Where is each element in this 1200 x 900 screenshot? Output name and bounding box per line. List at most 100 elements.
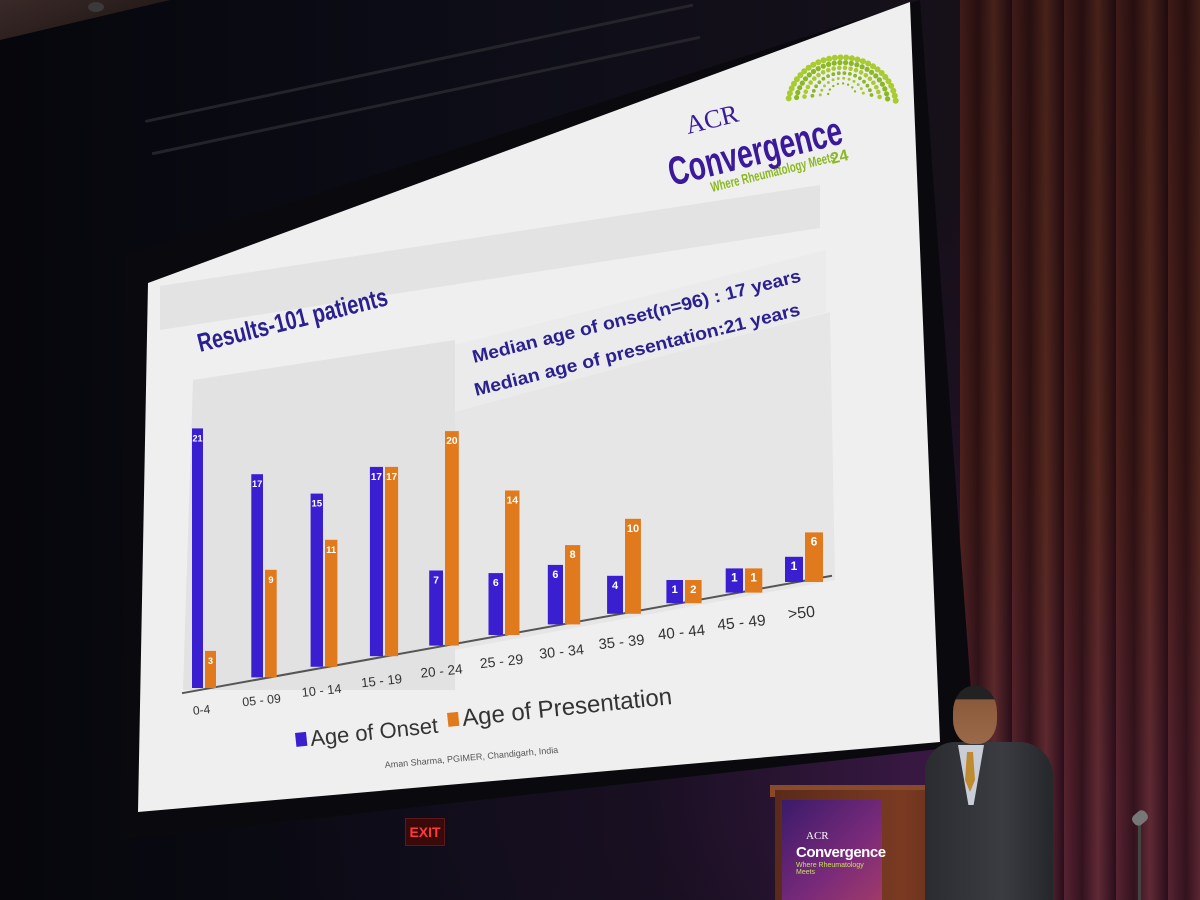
- logo-dot: [797, 72, 804, 79]
- logo-dot: [869, 93, 874, 97]
- bar-presentation-3: [385, 466, 399, 657]
- logo-dot: [806, 72, 812, 78]
- logo-dot: [870, 63, 876, 70]
- bar-onset-8: [666, 580, 683, 604]
- logo-dot: [848, 72, 852, 76]
- logo-dot: [848, 55, 855, 62]
- bar-onset-6: [547, 564, 563, 625]
- bar-onset-1: [251, 474, 263, 678]
- logo-dot: [827, 92, 830, 96]
- median-box: [455, 250, 826, 412]
- logo-dot: [791, 80, 797, 87]
- logo-dot: [802, 94, 807, 99]
- logo-dot: [848, 66, 853, 71]
- logo-dot: [831, 78, 835, 82]
- bar-presentation-5: [505, 490, 520, 635]
- logo-dot: [820, 70, 826, 75]
- logo-dot: [842, 65, 848, 71]
- logo-dot: [864, 66, 870, 72]
- logo-dot: [854, 56, 861, 63]
- podium-sign-convergence: Convergence: [796, 844, 886, 861]
- data-label-presentation-2: 11: [326, 545, 337, 556]
- logo-dot: [884, 91, 890, 97]
- data-label-onset-4: 7: [433, 576, 439, 587]
- logo-dot: [877, 94, 882, 100]
- logo-dot: [854, 62, 860, 68]
- bar-presentation-9: [745, 568, 763, 593]
- speaker-tie: [965, 752, 975, 792]
- exit-sign: EXIT: [405, 818, 445, 846]
- x-tick-label-2: 10 - 14: [301, 681, 342, 700]
- x-tick-label-1: 05 - 09: [242, 691, 282, 709]
- bar-onset-3: [369, 466, 383, 657]
- data-label-presentation-0: 3: [208, 656, 213, 666]
- logo-dot: [874, 84, 879, 90]
- logo-dot: [846, 83, 850, 86]
- data-label-presentation-6: 8: [570, 549, 576, 561]
- x-tick-label-4: 20 - 24: [420, 661, 464, 680]
- logo-dot: [865, 83, 870, 88]
- logo-dot: [826, 55, 833, 62]
- bar-presentation-2: [325, 539, 338, 667]
- data-label-onset-3: 17: [371, 472, 382, 483]
- logo-dot: [820, 57, 827, 64]
- logo-dot: [797, 85, 803, 91]
- logo-dot: [871, 80, 876, 86]
- logo-dots: [785, 54, 899, 104]
- bar-onset-9: [725, 568, 743, 593]
- logo-dot: [853, 67, 859, 73]
- bar-onset-2: [310, 493, 323, 667]
- logo-dot: [892, 97, 899, 104]
- logo-dot: [876, 89, 881, 95]
- logo-dot: [802, 76, 809, 82]
- data-label-presentation-9: 1: [750, 571, 757, 584]
- logo-dot: [862, 79, 866, 84]
- logo-dot: [868, 88, 872, 93]
- logo-dot: [831, 72, 836, 77]
- data-label-presentation-1: 9: [268, 575, 273, 585]
- logo-dot: [878, 70, 885, 76]
- data-label-onset-2: 15: [311, 499, 322, 510]
- legend-onset-swatch: [294, 731, 308, 747]
- logo-dot: [853, 73, 857, 78]
- logo-dot: [837, 54, 844, 61]
- logo-dot: [836, 77, 840, 80]
- bar-presentation-4: [445, 431, 459, 646]
- logo-dot: [836, 71, 841, 76]
- logo-dot: [810, 61, 817, 68]
- logo-dot: [812, 76, 817, 81]
- logo-dot: [831, 54, 838, 61]
- logo-dot: [820, 63, 826, 69]
- logo-dot: [876, 77, 883, 83]
- x-tick-label-3: 15 - 19: [360, 671, 402, 690]
- data-label-onset-1: 17: [252, 479, 262, 489]
- logo-dot: [793, 76, 800, 83]
- bar-onset-10: [785, 556, 803, 582]
- logo-dot: [837, 65, 842, 71]
- data-label-presentation-4: 20: [446, 436, 458, 447]
- x-tick-label-9: 45 - 49: [716, 612, 766, 634]
- bar-presentation-10: [805, 532, 823, 582]
- logo-dot: [885, 78, 892, 85]
- logo-dot: [826, 67, 831, 73]
- logo-dot: [805, 64, 812, 71]
- logo-dot: [853, 90, 857, 93]
- bar-presentation-6: [565, 545, 581, 625]
- logo-dot: [848, 60, 854, 66]
- logo-dot: [810, 93, 815, 98]
- logo-dot: [815, 59, 822, 66]
- logo-dot: [847, 77, 851, 81]
- logo-dot: [785, 95, 792, 102]
- logo-dot: [820, 88, 824, 92]
- logo-dot: [808, 80, 813, 85]
- logo-dot: [865, 60, 872, 67]
- bar-presentation-8: [685, 580, 702, 604]
- logo-dot: [817, 80, 822, 85]
- logo-dot: [826, 81, 830, 84]
- logo-dot: [856, 83, 860, 87]
- logo-dot: [832, 84, 835, 88]
- logo-dot: [858, 70, 864, 75]
